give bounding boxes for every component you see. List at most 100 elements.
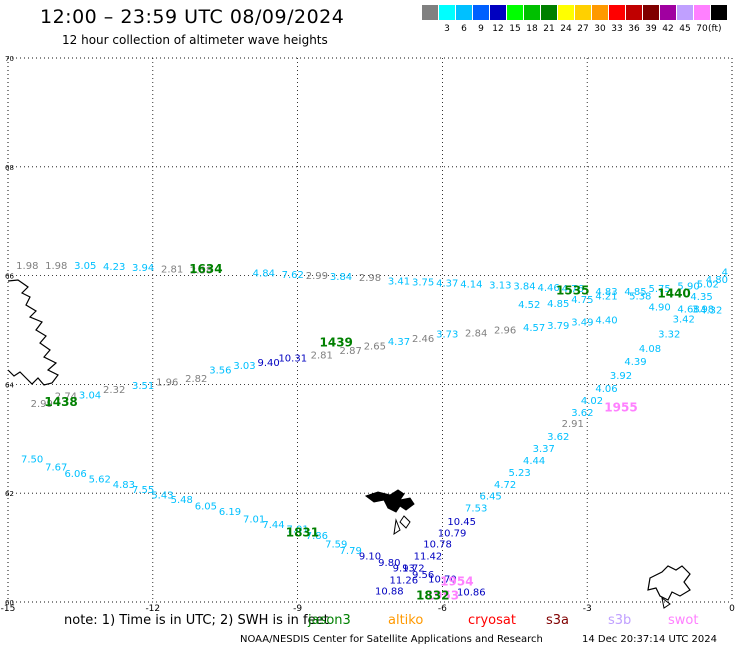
shetland-islands bbox=[647, 565, 691, 601]
wave-height-value: 2.65 bbox=[364, 342, 386, 353]
wave-height-value: 3.56 bbox=[209, 366, 231, 377]
wave-height-value: 4.02 bbox=[581, 396, 603, 407]
color-scale-swatch bbox=[660, 5, 676, 20]
wave-height-value: 2.81 bbox=[161, 264, 183, 275]
page-title: 12:00 – 23:59 UTC 08/09/2024 bbox=[40, 6, 345, 28]
color-scale-swatch bbox=[711, 5, 727, 20]
wave-height-value: 5.48 bbox=[171, 495, 193, 506]
wave-height-value: 11.26 bbox=[389, 576, 418, 587]
wave-height-value: 7.44 bbox=[262, 520, 284, 531]
wave-height-value: 7.86 bbox=[306, 531, 328, 542]
pass-time-label: 1440 bbox=[657, 286, 690, 300]
wave-height-value: 3.84 bbox=[330, 272, 352, 283]
color-scale-label: 18 bbox=[526, 24, 538, 34]
wave-height-value: 3.62 bbox=[547, 432, 569, 443]
wave-height-value: 2.99 bbox=[306, 271, 328, 282]
wave-height-value: 4.80 bbox=[706, 275, 728, 286]
color-scale-label: 9 bbox=[478, 24, 484, 34]
wave-height-value: 2.81 bbox=[311, 350, 333, 361]
footer-note: note: 1) Time is in UTC; 2) SWH is in fe… bbox=[64, 613, 329, 628]
altimeter-tracks: 1.98 1.98 3.05 4.23 3.94 2.81 2.38 4.84 7.62 2.99… bbox=[16, 261, 728, 598]
wave-height-value: 2.46 bbox=[412, 334, 434, 345]
wave-height-value: 4.44 bbox=[523, 456, 545, 467]
y-tick-label: 60 bbox=[5, 599, 14, 607]
wave-height-value: 2.91 bbox=[562, 419, 584, 430]
pass-time-label: 1953 bbox=[426, 588, 459, 602]
color-scale-swatch bbox=[694, 5, 710, 20]
wave-height-value: 7.01 bbox=[286, 524, 308, 535]
wave-height-value: 3.05 bbox=[74, 261, 96, 272]
wave-height-value: 7.01 bbox=[243, 515, 265, 526]
mission-label-jason3: jason3 bbox=[308, 613, 351, 628]
color-scale-label: 42 bbox=[662, 24, 674, 34]
wave-height-value: 1.98 bbox=[45, 261, 67, 272]
wave-height-value: 5.23 bbox=[508, 468, 530, 479]
wave-height-value: 7.67 bbox=[45, 462, 67, 473]
credit-text: NOAA/NESDIS Center for Satellite Applica… bbox=[240, 634, 543, 645]
pass-time-label: 1831 bbox=[286, 526, 319, 540]
wave-height-value: 2.32 bbox=[103, 385, 125, 396]
pass-time-label: 1634 bbox=[189, 262, 222, 276]
color-scale-swatch bbox=[439, 5, 455, 20]
faroe-islands bbox=[364, 489, 415, 513]
wave-height-value: 10.88 bbox=[375, 586, 404, 597]
wave-height-value: 3.13 bbox=[489, 281, 511, 292]
color-scale-swatch bbox=[626, 5, 642, 20]
color-scale-label: 27 bbox=[577, 24, 589, 34]
wave-height-value: 5.02 bbox=[697, 280, 719, 291]
wave-height-value: 9.13 bbox=[393, 564, 415, 575]
pass-time-label: 1438 bbox=[44, 395, 77, 409]
color-scale-label: 15 bbox=[509, 24, 521, 34]
wave-height-value: 4.14 bbox=[460, 280, 482, 291]
color-scale-label: 24 bbox=[560, 24, 572, 34]
wave-height-value: 7.53 bbox=[465, 504, 487, 515]
wave-height-value: 10.78 bbox=[423, 540, 452, 551]
wave-height-value: 10.70 bbox=[428, 574, 457, 585]
wave-height-value: 1.96 bbox=[156, 377, 178, 388]
wave-height-value: 4.06 bbox=[595, 384, 617, 395]
wave-height-value: 4.35 bbox=[690, 292, 712, 303]
color-scale-swatch bbox=[575, 5, 591, 20]
wave-height-value: 3.62 bbox=[571, 408, 593, 419]
wave-height-value: 4.23 bbox=[103, 262, 125, 273]
wave-height-value: 4.39 bbox=[624, 357, 646, 368]
track-1831: 7.507.676.06 5.62 4.837.555.435.486.05 6.19… bbox=[21, 455, 486, 599]
wave-height-value: 3.41 bbox=[388, 276, 410, 287]
y-tick-label: 64 bbox=[5, 381, 14, 389]
wave-height-value: 2.38 bbox=[190, 265, 212, 276]
wave-height-value: 3.75 bbox=[412, 277, 434, 288]
wave-height-value: 2.82 bbox=[185, 374, 207, 385]
wave-height-value: 4.40 bbox=[595, 315, 617, 326]
wave-height-value: 6.05 bbox=[195, 502, 217, 513]
wave-height-value: 11.42 bbox=[414, 552, 443, 563]
color-scale-label: 12 bbox=[492, 24, 504, 34]
wave-height-value: 7.50 bbox=[21, 455, 43, 466]
color-scale-swatch bbox=[490, 5, 506, 20]
color-scale-swatch bbox=[524, 5, 540, 20]
wave-height-value: 2.87 bbox=[340, 346, 362, 357]
wave-height-value: 10.79 bbox=[438, 529, 467, 540]
color-scale-label: 39 bbox=[645, 24, 657, 34]
coastlines bbox=[7, 279, 691, 609]
faroe-islet bbox=[399, 515, 411, 529]
faroe-islet bbox=[393, 518, 401, 536]
color-scale-swatch bbox=[541, 5, 557, 20]
wave-height-value: 4.84 bbox=[253, 269, 275, 280]
x-tick-label: -12 bbox=[145, 604, 160, 614]
wave-height-value: 6.06 bbox=[64, 469, 86, 480]
wave-height-value: 4.37 bbox=[436, 278, 458, 289]
wave-height-value: 4.46 bbox=[537, 283, 559, 294]
wave-height-value: 7.62 bbox=[282, 270, 304, 281]
color-scale-unit: (ft) bbox=[708, 24, 722, 34]
wave-height-value: 4.85 bbox=[547, 299, 569, 310]
wave-height-value: 3.84 bbox=[513, 282, 535, 293]
wave-height-value: 3.92 bbox=[610, 371, 632, 382]
wave-height-value: 4.75 bbox=[571, 295, 593, 306]
wave-height-value: 2.99 bbox=[31, 399, 53, 410]
color-scale-label: 6 bbox=[461, 24, 467, 34]
wave-height-value: 3.32 bbox=[658, 330, 680, 341]
x-tick-label: -15 bbox=[1, 604, 16, 614]
color-scale-swatch bbox=[473, 5, 489, 20]
